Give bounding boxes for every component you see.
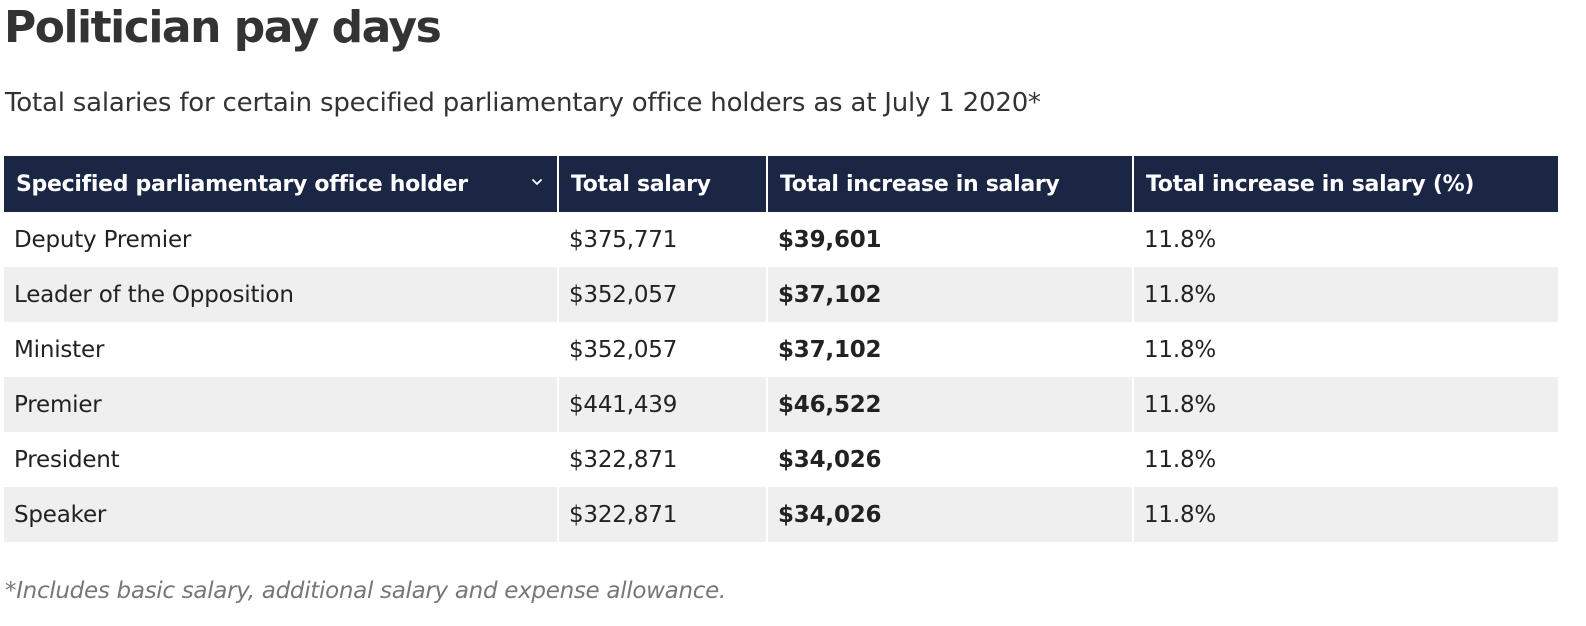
- total-increase-cell: $39,601: [767, 212, 1134, 267]
- column-header-total-increase[interactable]: Total increase in salary: [767, 156, 1134, 212]
- office-holder-cell: Leader of the Opposition: [4, 267, 559, 322]
- total-salary-cell: $375,771: [558, 212, 768, 267]
- total-increase-cell: $34,026: [767, 487, 1134, 542]
- table-row: President $322,871 $34,026 11.8%: [4, 432, 1558, 487]
- salary-table: Specified parliamentary office holder To…: [4, 156, 1558, 542]
- table-header-row: Specified parliamentary office holder To…: [4, 156, 1558, 212]
- column-header-total-salary[interactable]: Total salary: [558, 156, 768, 212]
- total-increase-pct-cell: 11.8%: [1133, 212, 1558, 267]
- column-header-office-holder[interactable]: Specified parliamentary office holder: [4, 156, 559, 212]
- table-row: Premier $441,439 $46,522 11.8%: [4, 377, 1558, 432]
- footnote: *Includes basic salary, additional salar…: [5, 578, 726, 604]
- table-row: Leader of the Opposition $352,057 $37,10…: [4, 267, 1558, 322]
- total-salary-cell: $322,871: [558, 487, 768, 542]
- chevron-down-icon[interactable]: [531, 176, 543, 188]
- table-row: Deputy Premier $375,771 $39,601 11.8%: [4, 212, 1558, 267]
- column-header-total-increase-pct[interactable]: Total increase in salary (%): [1133, 156, 1558, 212]
- table-row: Minister $352,057 $37,102 11.8%: [4, 322, 1558, 377]
- total-increase-cell: $37,102: [767, 267, 1134, 322]
- total-increase-cell: $34,026: [767, 432, 1134, 487]
- office-holder-cell: President: [4, 432, 559, 487]
- column-header-label: Specified parliamentary office holder: [16, 171, 468, 197]
- total-increase-pct-cell: 11.8%: [1133, 377, 1558, 432]
- table-row: Speaker $322,871 $34,026 11.8%: [4, 487, 1558, 542]
- total-increase-pct-cell: 11.8%: [1133, 487, 1558, 542]
- total-salary-cell: $441,439: [558, 377, 768, 432]
- total-increase-pct-cell: 11.8%: [1133, 322, 1558, 377]
- page-title: Politician pay days: [4, 2, 442, 53]
- office-holder-cell: Speaker: [4, 487, 559, 542]
- office-holder-cell: Minister: [4, 322, 559, 377]
- total-salary-cell: $352,057: [558, 322, 768, 377]
- total-salary-cell: $322,871: [558, 432, 768, 487]
- office-holder-cell: Deputy Premier: [4, 212, 559, 267]
- total-increase-cell: $46,522: [767, 377, 1134, 432]
- total-increase-pct-cell: 11.8%: [1133, 432, 1558, 487]
- total-salary-cell: $352,057: [558, 267, 768, 322]
- total-increase-cell: $37,102: [767, 322, 1134, 377]
- page-subtitle: Total salaries for certain specified par…: [5, 88, 1041, 118]
- office-holder-cell: Premier: [4, 377, 559, 432]
- total-increase-pct-cell: 11.8%: [1133, 267, 1558, 322]
